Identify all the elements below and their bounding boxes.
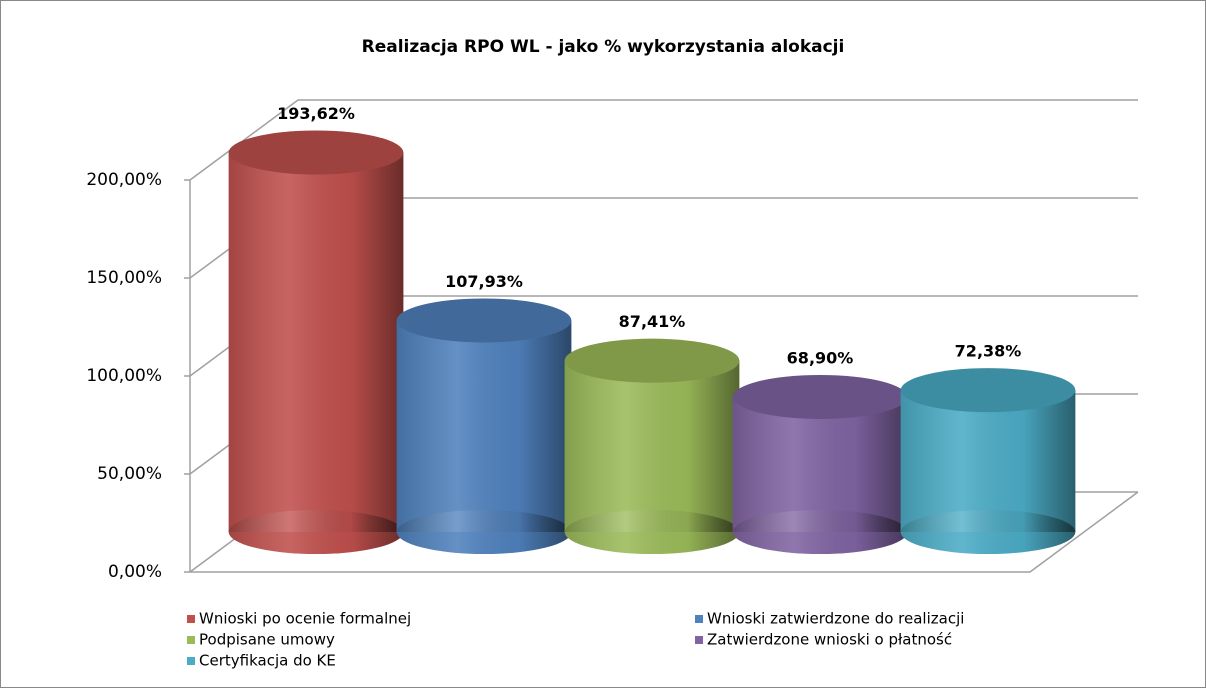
floor [190,491,1139,573]
data-label: 68,90% [787,348,854,367]
bar [228,130,404,554]
bar-shade [564,360,740,532]
bar-shade [732,396,908,532]
bar-top [228,130,404,175]
y-tick-label: 150,00% [86,268,162,288]
y-tick-label: 100,00% [86,366,162,386]
legend-label: Wnioski zatwierdzone do realizacji [707,610,964,628]
bar-top [564,338,740,383]
legend-label: Zatwierdzone wnioski o płatność [707,631,952,649]
bar [396,298,572,554]
data-label: 72,38% [955,342,1022,361]
chart-title: Realizacja RPO WL - jako % wykorzystania… [362,37,845,57]
legend-swatch [695,636,703,644]
legend-label: Certyfikacja do KE [199,652,336,670]
y-tick-label: 200,00% [86,170,162,190]
legend-swatch [187,615,195,623]
bar [732,374,908,554]
bar-shade [228,152,404,532]
legend-label: Podpisane umowy [199,631,335,649]
y-tick-label: 0,00% [108,562,162,582]
data-label: 193,62% [277,104,355,123]
y-tick-label: 50,00% [97,464,162,484]
bar-top [732,374,908,419]
data-label: 107,93% [445,272,523,291]
legend-label: Wnioski po ocenie formalnej [199,610,411,628]
legend-swatch [695,615,703,623]
legend-swatch [187,636,195,644]
bar [564,338,740,554]
data-label: 87,41% [619,312,686,331]
bar-shade [396,320,572,532]
bar-top [900,368,1076,413]
bar-top [396,298,572,343]
grid-line [189,99,1138,181]
legend-swatch [187,657,195,665]
bar-shade [900,390,1076,532]
bar [900,368,1076,554]
